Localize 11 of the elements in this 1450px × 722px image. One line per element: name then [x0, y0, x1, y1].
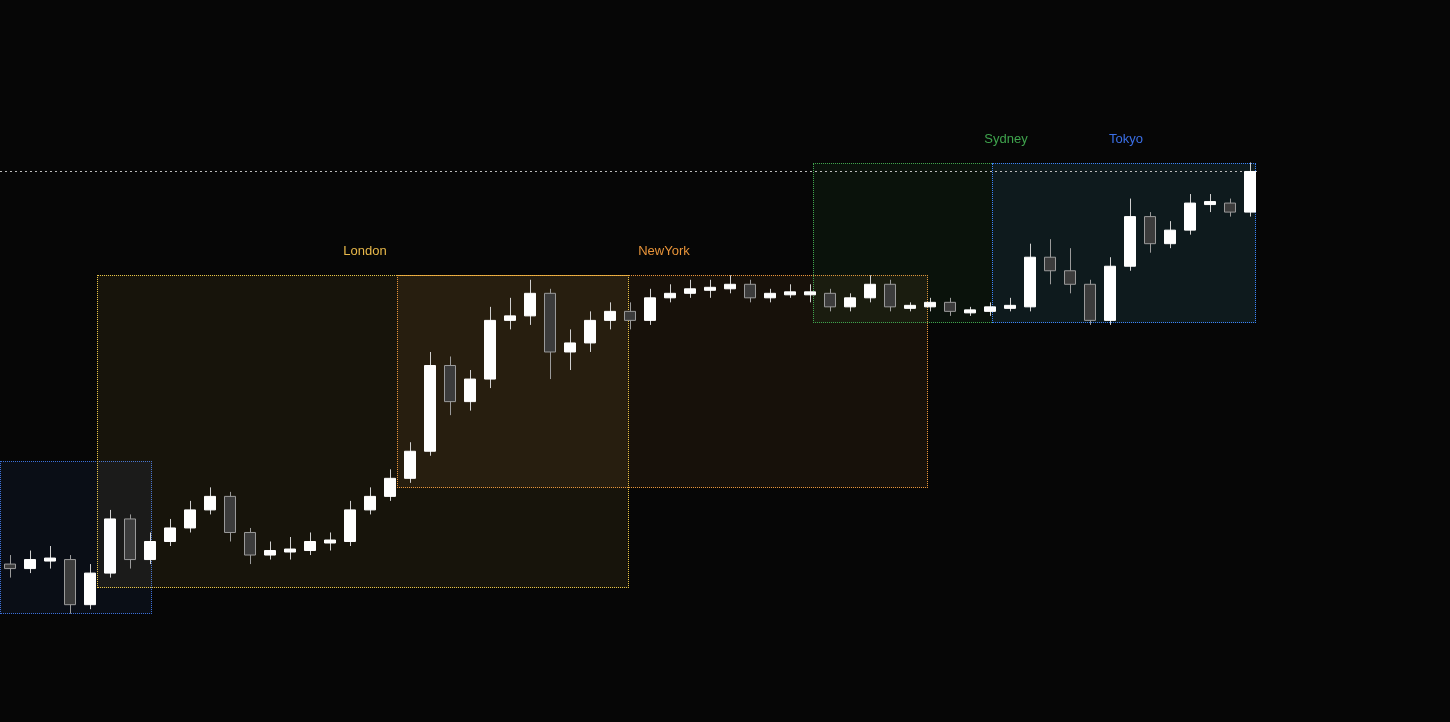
text: Sydney	[984, 130, 1028, 146]
candlestick	[1064, 247, 1076, 294]
candlestick	[264, 541, 276, 561]
annotation: NewYork	[638, 242, 690, 258]
candlestick	[684, 279, 696, 299]
candlestick	[244, 527, 256, 565]
candlestick	[164, 518, 176, 547]
candlestick	[504, 297, 516, 330]
candlestick	[644, 288, 656, 326]
text: Tokyo	[1109, 130, 1143, 146]
annotation: London	[343, 242, 387, 258]
